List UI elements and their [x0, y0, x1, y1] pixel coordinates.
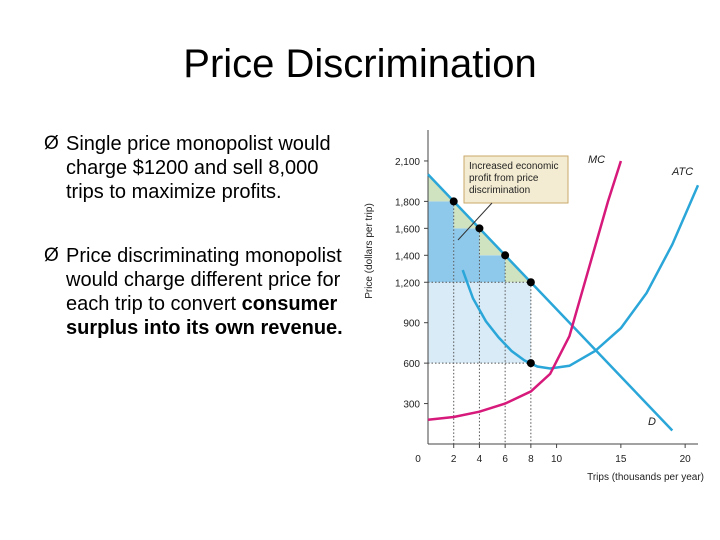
bullet-item: Ø Price discriminating monopolist would … — [44, 244, 344, 340]
x-tick-label: 8 — [528, 454, 534, 465]
y-tick-label: 1,800 — [395, 197, 420, 208]
y-tick-label: 1,600 — [395, 224, 420, 235]
demand-curve — [427, 173, 674, 432]
x-tick-label: 15 — [615, 454, 627, 465]
price-point — [475, 224, 484, 233]
y-axis-label: Price (dollars per trip) — [364, 203, 375, 299]
y-tick-label: 2,100 — [395, 157, 420, 168]
arrow-bullet-icon: Ø — [44, 245, 59, 266]
bullet-text-bold: consumer surplus into its own revenue. — [66, 293, 343, 339]
arrow-bullet-icon: Ø — [44, 133, 59, 154]
y-tick-label: 900 — [403, 319, 420, 330]
y-tick-label: 1,200 — [395, 278, 420, 289]
bullet-text: Price discriminating monopolist would ch… — [66, 245, 342, 315]
x-tick-label: 0 — [415, 454, 421, 465]
profit-step-bar — [479, 255, 506, 283]
mc-curve — [427, 160, 623, 421]
increased-profit-triangle — [505, 255, 531, 283]
increased-profit-triangle — [428, 174, 454, 202]
bullet-list: Ø Single price monopolist would charge $… — [44, 132, 344, 380]
price-discrimination-chart: 300 600 900 1,200 1,400 1,600 1,800 2,100 0 2 4 6 8 1… — [364, 130, 704, 483]
x-tick-label: 4 — [477, 454, 483, 465]
callout-text: discrimination — [469, 185, 530, 196]
callout-box — [463, 155, 569, 204]
bullet-text: Single price monopolist would charge $12… — [66, 133, 331, 203]
mc-label: MC — [588, 154, 605, 166]
y-tick-label: 600 — [403, 359, 420, 370]
x-tick-label: 20 — [680, 454, 692, 465]
x-tick-label: 10 — [551, 454, 563, 465]
callout-text: profit from price — [469, 173, 539, 184]
profit-step-bar — [453, 228, 480, 283]
x-tick-label: 2 — [451, 454, 457, 465]
demand-label: D — [648, 416, 656, 428]
callout-leader-line — [457, 202, 493, 241]
price-point — [501, 251, 510, 260]
price-point — [449, 197, 458, 206]
profit-step-bar — [428, 201, 454, 283]
callout-text: Increased economic — [469, 161, 559, 172]
increased-profit-triangle — [453, 201, 480, 229]
atc-curve — [461, 184, 700, 370]
price-point — [526, 278, 535, 287]
slide-title: Price Discrimination — [183, 42, 537, 86]
atc-point — [526, 359, 535, 368]
bullet-item: Ø Single price monopolist would charge $… — [44, 132, 344, 204]
x-axis-label: Trips (thousands per year) — [587, 472, 704, 483]
y-tick-label: 1,400 — [395, 251, 420, 262]
atc-label: ATC — [671, 166, 693, 178]
x-tick-label: 6 — [502, 454, 508, 465]
y-tick-label: 300 — [403, 400, 420, 411]
